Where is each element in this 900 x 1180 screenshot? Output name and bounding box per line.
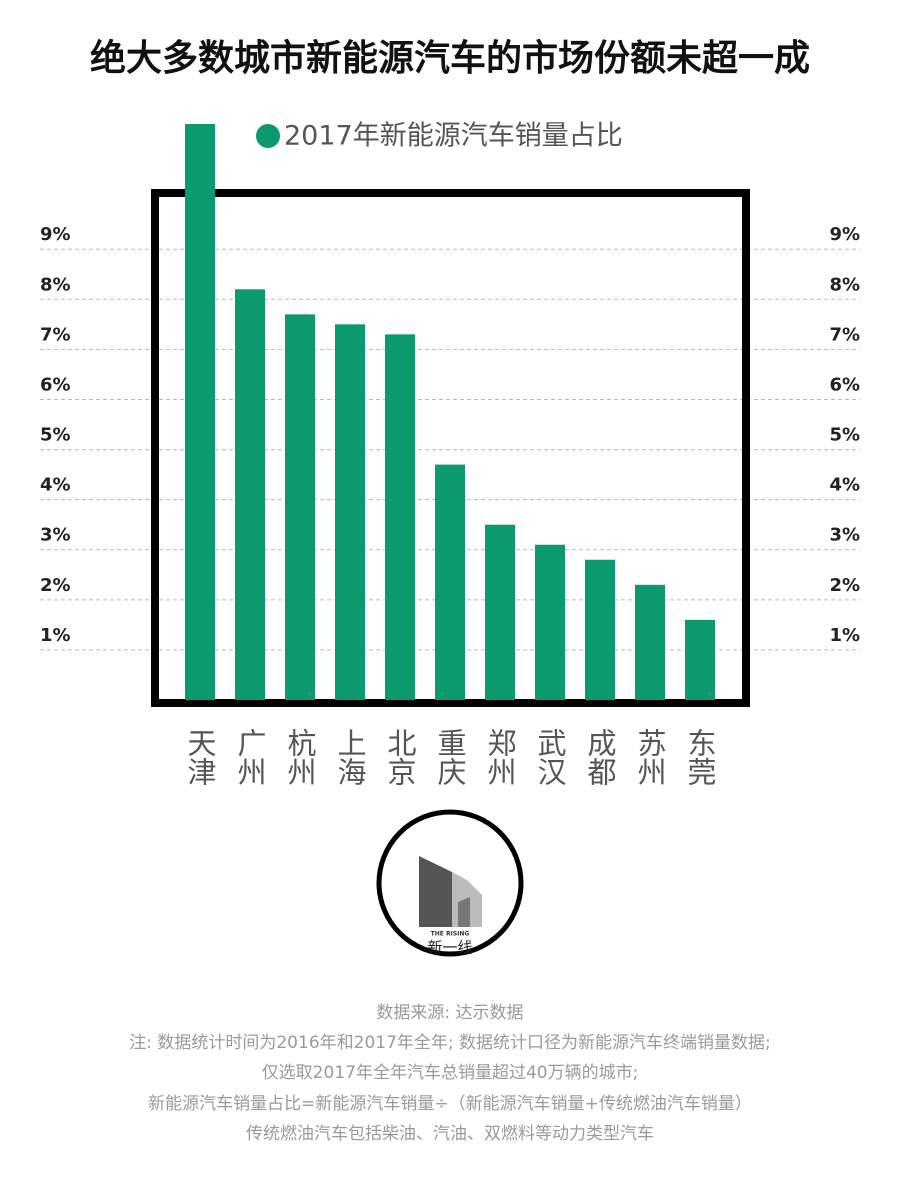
y-tick-label: 3% [829, 525, 860, 546]
y-tick-label: 8% [40, 274, 71, 295]
bar [185, 124, 215, 700]
y-tick-label: 2% [829, 575, 860, 596]
legend-swatch [256, 124, 280, 148]
bar [435, 464, 465, 700]
y-tick-label: 9% [829, 224, 860, 245]
x-tick-label: 上海 [333, 728, 367, 786]
x-tick-label: 郑州 [483, 728, 517, 786]
logo-ring [376, 809, 524, 957]
y-tick-label: 9% [40, 224, 71, 245]
y-tick-label: 1% [40, 625, 71, 646]
bar [385, 334, 415, 700]
x-tick-label: 天津 [183, 728, 217, 786]
y-tick-label: 7% [829, 324, 860, 345]
x-tick-label: 重庆 [433, 728, 467, 786]
plot-frame [151, 189, 750, 707]
bar [685, 619, 715, 700]
bar [335, 324, 365, 700]
y-tick-label: 8% [829, 274, 860, 295]
y-tick-label: 2% [40, 575, 71, 596]
note-line: 新能源汽车销量占比=新能源汽车销量÷（新能源汽车销量+传统燃油汽车销量） [148, 1094, 752, 1114]
bar [635, 584, 665, 700]
x-tick-label: 杭州 [283, 728, 317, 786]
logo: THE RISING 新一线 [376, 809, 524, 957]
x-tick-label: 广州 [233, 728, 267, 786]
x-tick-label: 苏州 [633, 728, 667, 786]
y-tick-label: 6% [40, 374, 71, 395]
logo-tagline: THE RISING [431, 931, 470, 938]
x-tick-label: 成都 [583, 728, 617, 786]
x-tick-label: 东莞 [683, 728, 717, 786]
y-tick-label: 1% [829, 625, 860, 646]
y-tick-label: 4% [40, 475, 71, 496]
bar [235, 289, 265, 700]
x-tick-label: 武汉 [533, 728, 567, 786]
source-note: 数据来源: 达示数据 [376, 1003, 524, 1023]
logo-name: 新一线 [427, 939, 472, 957]
note-line: 注: 数据统计时间为2016年和2017年全年; 数据统计口径为新能源汽车终端销… [129, 1033, 771, 1053]
bar [535, 544, 565, 700]
y-tick-label: 3% [40, 525, 71, 546]
logo-shape [458, 897, 470, 927]
y-tick-label: 4% [829, 475, 860, 496]
bar [285, 314, 315, 700]
note-line: 仅选取2017年全年汽车总销量超过40万辆的城市; [261, 1063, 639, 1083]
y-tick-label: 6% [829, 374, 860, 395]
logo-shape [419, 856, 452, 927]
legend-label: 2017年新能源汽车销量占比 [284, 121, 623, 152]
note-line: 传统燃油汽车包括柴油、汽油、双燃料等动力类型汽车 [246, 1124, 654, 1144]
chart-title: 绝大多数城市新能源汽车的市场份额未超一成 [90, 37, 810, 79]
y-tick-label: 5% [829, 425, 860, 446]
bar [585, 559, 615, 700]
x-tick-label: 北京 [383, 728, 417, 786]
y-tick-label: 5% [40, 425, 71, 446]
bar [485, 524, 515, 700]
y-tick-label: 7% [40, 324, 71, 345]
